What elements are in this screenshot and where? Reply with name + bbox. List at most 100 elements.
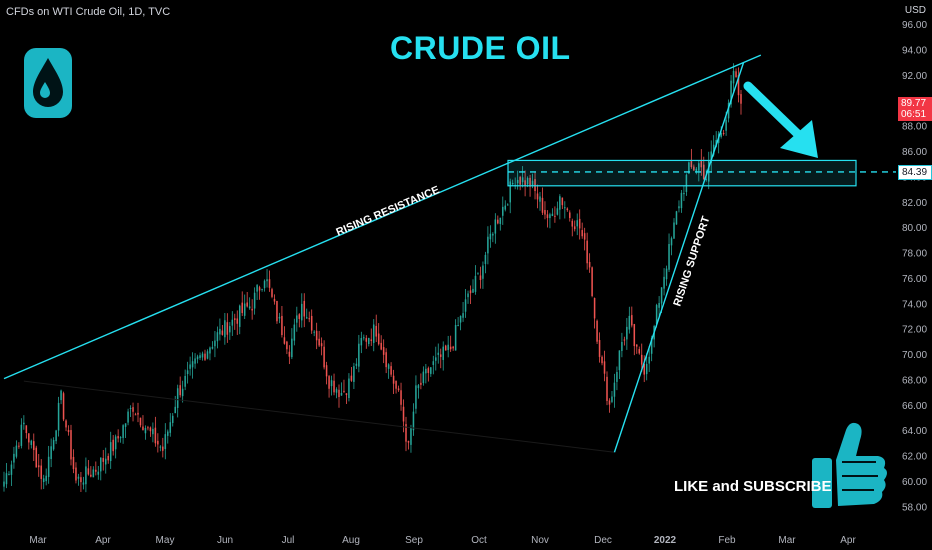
candle-body (303, 300, 306, 317)
candle-body (55, 430, 57, 442)
candle-body (626, 326, 628, 340)
candle-body (70, 430, 72, 460)
lower-boundary (23, 380, 615, 453)
candle-body (80, 477, 82, 483)
candle-body (410, 427, 412, 445)
candle-body (77, 476, 80, 479)
candle-body (261, 288, 263, 290)
candle-body (593, 298, 596, 319)
candle-body (144, 427, 147, 434)
candle-body (147, 427, 149, 429)
candle-body (107, 455, 109, 461)
candle-body (432, 361, 435, 365)
candle-body (430, 367, 432, 374)
candle-body (328, 376, 330, 389)
candle-body (720, 132, 722, 137)
candle-body (549, 214, 551, 219)
candle-body (157, 440, 159, 445)
candle-body (700, 160, 703, 168)
candle-body (224, 320, 226, 338)
candle-body (591, 267, 593, 297)
x-tick-label: Oct (471, 535, 487, 546)
candle-body (65, 420, 67, 428)
candle-body (211, 346, 214, 349)
candle-body (365, 338, 368, 342)
y-tick-label: 66.00 (902, 401, 927, 412)
resistance-line[interactable] (3, 54, 762, 380)
candle-body (439, 354, 442, 357)
y-tick-label: 70.00 (902, 350, 927, 361)
candle-body (725, 119, 727, 131)
candle-body (462, 313, 464, 318)
candle-body (363, 337, 365, 339)
candle-body (42, 478, 45, 483)
candle-body (690, 159, 693, 168)
candle-body (576, 220, 578, 227)
candle-body (546, 214, 549, 219)
candle-body (340, 392, 343, 396)
candle-body (360, 337, 363, 346)
candle-body (320, 343, 323, 347)
x-tick-label: Dec (594, 535, 612, 546)
candle-body (159, 446, 162, 448)
candle-body (534, 179, 536, 192)
candle-body (67, 429, 70, 433)
x-tick-label: 2022 (654, 535, 677, 546)
candle-body (288, 351, 291, 357)
candle-body (60, 390, 62, 401)
y-tick-label: 76.00 (902, 274, 927, 285)
candle-body (104, 458, 107, 465)
candle-body (338, 389, 340, 398)
candle-body (8, 473, 10, 475)
candle-body (181, 388, 184, 397)
candle-body (100, 457, 102, 472)
candle-body (737, 75, 740, 96)
candle-body (529, 177, 531, 187)
candle-body (85, 466, 87, 485)
y-tick-label: 96.00 (902, 20, 927, 31)
candle-body (402, 406, 405, 422)
time-axis[interactable]: Mar Apr May Jun Jul Aug Sep Oct Nov Dec 2022 Feb Mar… (29, 535, 856, 546)
candle-body (358, 343, 360, 367)
currency-label: USD (904, 5, 926, 16)
candle-body (516, 179, 519, 184)
candle-body (298, 314, 301, 319)
candle-body (293, 324, 296, 341)
candle-body (392, 375, 395, 384)
candle-body (586, 240, 588, 264)
candle-body (251, 308, 253, 311)
candle-body (452, 346, 454, 349)
candle-body (139, 417, 142, 426)
candle-body (154, 427, 157, 444)
candle-body (683, 192, 685, 195)
candle-body (556, 208, 559, 215)
candle-body (628, 315, 631, 330)
support-line[interactable] (613, 62, 745, 453)
candle-body (710, 151, 712, 164)
candle-body (171, 415, 174, 423)
y-tick-label: 72.00 (902, 325, 927, 336)
candle-body (435, 357, 437, 361)
candle-body (273, 298, 276, 302)
candle-body (569, 212, 571, 218)
candle-body (425, 368, 427, 374)
candle-body (25, 425, 28, 434)
candle-body (191, 361, 194, 368)
candle-body (109, 442, 112, 462)
subscribe-cta[interactable]: LIKE and SUBSCRIBE (674, 478, 832, 495)
candle-body (95, 469, 97, 472)
candle-body (97, 471, 100, 475)
resistance-zone[interactable] (507, 159, 857, 187)
candle-body (348, 378, 350, 399)
candle-body (680, 192, 683, 209)
trendlines (3, 54, 896, 453)
candle-body (333, 380, 335, 393)
candle-body (201, 353, 204, 358)
candle-body (596, 320, 598, 342)
candlestick-series (3, 63, 742, 493)
candle-body (162, 446, 164, 451)
candle-body (407, 440, 410, 443)
candle-body (573, 226, 576, 230)
candle-body (296, 315, 298, 323)
